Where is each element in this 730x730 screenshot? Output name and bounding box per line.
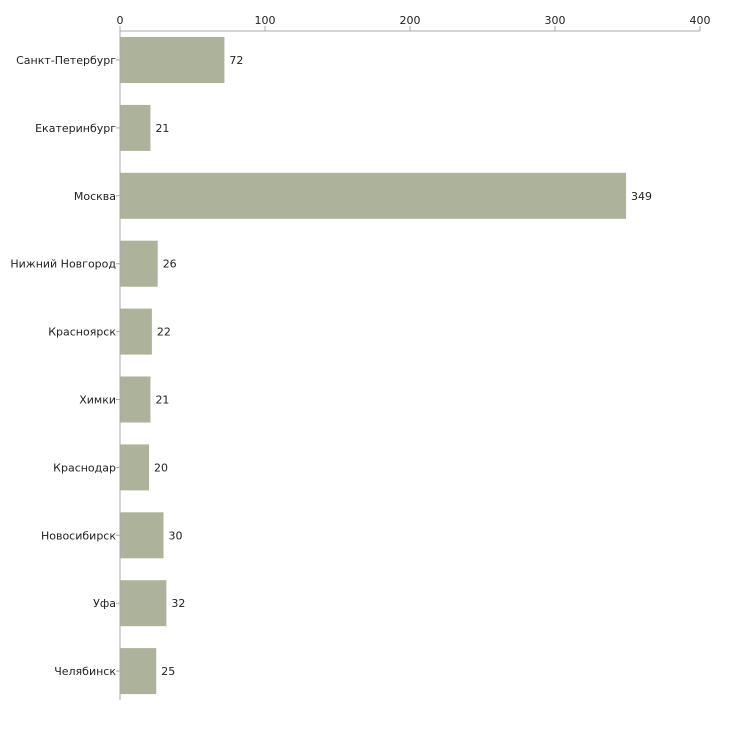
- category-label: Краснодар: [53, 461, 116, 474]
- x-tick-label: 400: [690, 14, 711, 27]
- bar: [120, 104, 151, 151]
- category-label: Химки: [79, 394, 116, 407]
- bars: [120, 37, 627, 695]
- bar: [120, 308, 152, 355]
- data-label: 26: [163, 258, 177, 271]
- bar: [120, 444, 149, 491]
- x-tick-label: 0: [117, 14, 124, 27]
- value-labels: 72 21 349 26 22 21 20 30 32 25: [154, 54, 652, 678]
- data-label: 25: [161, 665, 175, 678]
- category-label: Москва: [74, 190, 116, 203]
- x-tick-label: 200: [400, 14, 421, 27]
- data-label: 20: [154, 461, 168, 474]
- bar: [120, 648, 157, 695]
- category-label: Красноярск: [48, 326, 116, 339]
- category-label: Нижний Новгород: [10, 258, 116, 271]
- category-labels: Санкт-Петербург Екатеринбург Москва Нижний …: [10, 54, 116, 678]
- x-tick-label: 100: [255, 14, 276, 27]
- category-label: Санкт-Петербург: [16, 54, 116, 67]
- bar: [120, 376, 151, 423]
- bar: [120, 580, 167, 627]
- category-label: Челябинск: [54, 665, 116, 678]
- bar: [120, 240, 158, 287]
- data-label: 22: [157, 326, 171, 339]
- category-label: Уфа: [93, 597, 116, 610]
- x-axis: 0 100 200 300 400: [116, 14, 711, 700]
- data-label: 32: [171, 597, 185, 610]
- x-tick-label: 300: [545, 14, 566, 27]
- category-label: Новосибирск: [41, 529, 116, 542]
- bar: [120, 512, 164, 559]
- data-label: 30: [169, 529, 183, 542]
- category-label: Екатеринбург: [35, 122, 116, 135]
- bar: [120, 172, 627, 219]
- data-label: 349: [631, 190, 652, 203]
- data-label: 21: [155, 122, 169, 135]
- bar: [120, 37, 225, 83]
- data-label: 72: [229, 54, 243, 67]
- data-label: 21: [155, 394, 169, 407]
